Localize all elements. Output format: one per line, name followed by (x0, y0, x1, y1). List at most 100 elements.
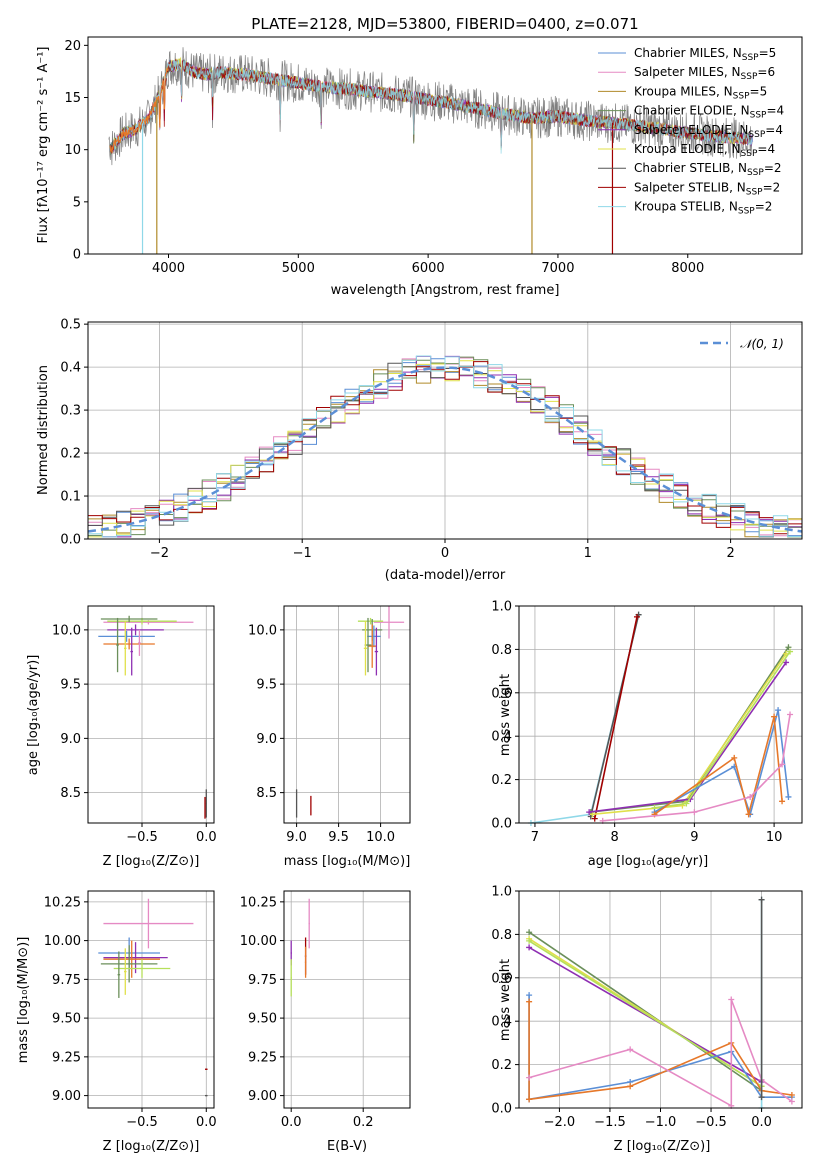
x-tick-label: 4000 (152, 261, 185, 276)
x-tick-label: 2 (726, 546, 734, 561)
mw-age-xlabel: age [log₁₀(age/yr)] (588, 854, 709, 869)
series-marker (731, 754, 738, 761)
y-tick-label: 9.0 (60, 732, 81, 747)
series-marker (683, 800, 690, 807)
spectrum-legend: Chabrier MILES, NSSP=5 Salpeter MILES, NS… (598, 46, 784, 217)
x-tick-label: 0.2 (353, 1115, 374, 1130)
y-tick-label: 0.6 (491, 686, 512, 701)
mw-z-ylabel: mass weight (498, 959, 513, 1041)
x-tick-label: −1.0 (645, 1115, 677, 1130)
series-marker (728, 996, 735, 1003)
histogram-xlabel: (data-model)/error (385, 568, 506, 583)
series-marker (526, 929, 533, 936)
y-tick-label: 10.0 (248, 623, 277, 638)
x-tick-label: −2 (150, 546, 169, 561)
series-marker (526, 937, 533, 944)
series-marker (787, 648, 794, 655)
x-tick-label: 10 (766, 830, 783, 845)
x-tick-label: 8 (611, 830, 619, 845)
y-tick-label: 0.4 (491, 730, 512, 745)
series-marker (788, 1098, 795, 1105)
y-tick-label: 0.0 (60, 533, 81, 548)
y-tick-label: 0.4 (60, 361, 81, 376)
legend-entry: Chabrier STELIB, NSSP=2 (634, 161, 782, 178)
x-tick-label: 9.0 (286, 830, 307, 845)
series-marker (627, 1046, 634, 1053)
series-marker (526, 998, 533, 1005)
series-marker (633, 613, 640, 620)
model-spectrum-orange (109, 67, 169, 153)
series-marker (785, 644, 792, 651)
spectrum-ylabel: Flux [fλ10⁻¹⁷ erg cm⁻² s⁻¹ A⁻¹] (36, 47, 51, 244)
mass-ebv-xlabel: E(B-V) (327, 1139, 367, 1154)
mass-z-xlabel: Z [log₁₀(Z/Z⊙)] (103, 1139, 200, 1154)
y-tick-label: 0.8 (491, 928, 512, 943)
x-tick-label: −0.5 (126, 1115, 158, 1130)
x-tick-label: 9 (690, 830, 698, 845)
spectrum-xlabel: wavelength [Angstrom, rest frame] (331, 283, 560, 298)
y-tick-label: 0.2 (491, 1058, 512, 1073)
spectrum-panel: 4000 5000 6000 7000 8000 0 5 10 15 20 wavelength … (36, 36, 803, 298)
y-tick-label: 0.2 (491, 773, 512, 788)
series-line-3 (528, 940, 763, 1087)
y-tick-label: 10.00 (240, 934, 277, 949)
y-tick-label: 8.5 (256, 786, 277, 801)
legend-entry: Salpeter MILES, NSSP=6 (634, 65, 775, 82)
y-tick-label: 8.5 (60, 786, 81, 801)
series-marker (758, 1094, 765, 1101)
x-tick-label: 7 (531, 830, 539, 845)
series-marker (779, 798, 786, 805)
series-line-6 (528, 999, 793, 1108)
y-tick-label: 9.25 (248, 1050, 277, 1065)
mw-age-ylabel: mass weight (498, 674, 513, 756)
series-marker (526, 944, 533, 951)
x-tick-label: 0.0 (281, 1115, 302, 1130)
y-tick-label: 10.25 (44, 895, 81, 910)
series-marker (526, 1096, 533, 1103)
y-tick-label: 10 (64, 143, 81, 158)
x-tick-label: −0.5 (695, 1115, 727, 1130)
mass-weight-vs-age-panel: 7 8 9 10 0.0 0.2 0.4 0.6 0.8 1.0 (491, 600, 803, 845)
y-tick-label: 9.5 (60, 678, 81, 693)
series-marker (775, 707, 782, 714)
series-marker (526, 1074, 533, 1081)
series-marker (691, 809, 698, 816)
x-tick-label: −2.0 (544, 1115, 576, 1130)
age-vs-metallicity-panel: −0.5 0.0 8.5 9.0 9.5 10.0 (52, 605, 217, 845)
series-line-0 (528, 931, 763, 1092)
residual-histogram-panel: −2 −1 0 1 2 0.0 0.1 0.2 0.3 0.4 0.5 𝒩(0, 1) (data-… (36, 318, 803, 583)
series-line-5 (528, 1001, 793, 1101)
legend-entry: Salpeter ELODIE, NSSP=4 (634, 123, 783, 140)
y-tick-label: 9.75 (52, 973, 81, 988)
y-tick-label: 20 (64, 39, 81, 54)
y-tick-label: 10.0 (52, 623, 81, 638)
y-tick-label: 10.00 (44, 934, 81, 949)
series-marker (785, 793, 792, 800)
series-marker (747, 793, 754, 800)
x-tick-label: 0.0 (196, 830, 217, 845)
mw-z-xlabel: Z [log₁₀(Z/Z⊙)] (614, 1139, 711, 1154)
legend-entry: Kroupa ELODIE, NSSP=4 (634, 142, 775, 159)
series-marker (788, 1091, 795, 1098)
series-marker (787, 711, 794, 718)
y-tick-label: 0.5 (60, 318, 81, 333)
legend-entry: Salpeter STELIB, NSSP=2 (634, 180, 780, 197)
histogram-legend-label: 𝒩(0, 1) (740, 337, 784, 351)
series-marker (526, 992, 533, 999)
y-tick-label: 0.8 (491, 643, 512, 658)
y-tick-label: 9.75 (248, 973, 277, 988)
axes-frame (283, 890, 411, 1109)
y-tick-label: 0.4 (491, 1015, 512, 1030)
y-tick-label: 0 (73, 248, 81, 263)
mass-z-ylabel: mass [log₁₀(M/M⊙)] (16, 937, 31, 1064)
series-line-2 (593, 616, 638, 819)
histogram-steps-8 (88, 355, 802, 538)
x-tick-label: −1 (293, 546, 312, 561)
model-spectrum-8 (112, 59, 753, 154)
mass-weight-vs-metallicity-panel: −2.0 −1.5 −1.0 −0.5 0.0 0.0 0.2 0.4 0.6 0.8 1.0 (491, 885, 803, 1130)
x-tick-label: 1 (584, 546, 592, 561)
y-tick-label: 0.0 (491, 1102, 512, 1117)
histogram-steps-7 (88, 361, 802, 535)
y-tick-label: 10.25 (240, 895, 277, 910)
